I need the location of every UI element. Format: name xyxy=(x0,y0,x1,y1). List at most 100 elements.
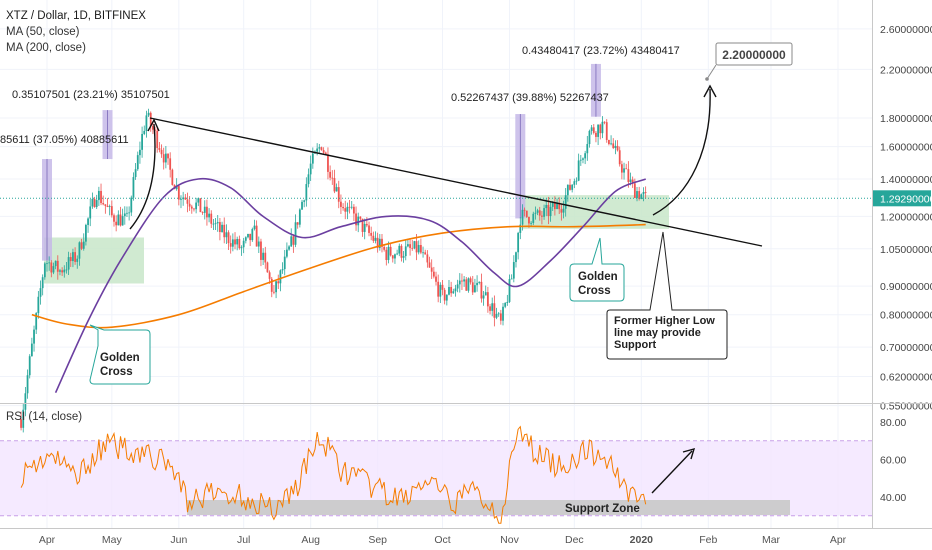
y-tick-label: 0.62000000 xyxy=(880,372,932,384)
candle-body xyxy=(582,158,584,160)
candle-body xyxy=(52,266,55,273)
candle-body xyxy=(631,179,634,184)
candle-body xyxy=(484,292,487,296)
candle-body xyxy=(342,206,344,209)
ma200-legend[interactable]: MA (200, close) xyxy=(6,42,86,54)
candle-body xyxy=(329,171,332,178)
candle-body xyxy=(532,213,535,223)
candle-body xyxy=(216,222,219,224)
candle-body xyxy=(404,246,407,257)
candle-body xyxy=(186,199,189,204)
candle-body xyxy=(493,303,496,318)
candle-body xyxy=(638,191,641,199)
candle-body xyxy=(184,197,187,200)
candle-body xyxy=(413,241,416,249)
y-tick-label: 0.80000000 xyxy=(880,310,932,322)
y-tick-label: 1.05000000 xyxy=(880,244,932,256)
candle-body xyxy=(415,241,418,253)
candle-body xyxy=(143,130,146,134)
candle-body xyxy=(160,149,163,155)
candle-body xyxy=(106,205,109,207)
candle-body xyxy=(597,124,600,137)
candle-body xyxy=(126,212,128,214)
candle-body xyxy=(458,280,461,285)
y-tick-label: 0.55000000 xyxy=(880,401,932,413)
candle-body xyxy=(482,295,485,299)
candle-body xyxy=(612,143,615,148)
candle-body xyxy=(372,235,375,241)
candle-body xyxy=(132,177,135,198)
candle-body xyxy=(506,301,509,303)
candle-body xyxy=(443,289,446,301)
x-tick-label: Dec xyxy=(565,534,584,546)
candle-body xyxy=(601,121,604,134)
candle-body xyxy=(311,153,314,164)
target-box xyxy=(715,42,793,66)
candle-body xyxy=(629,179,632,182)
candle-body xyxy=(188,203,191,207)
candle-body xyxy=(151,126,154,130)
candle-body xyxy=(76,258,79,262)
candle-body xyxy=(465,279,468,291)
golden-cross-text: Cross xyxy=(100,366,133,378)
candle-body xyxy=(43,263,46,278)
candle-body xyxy=(357,216,360,226)
candle-body xyxy=(391,255,394,259)
x-tick-label: Aug xyxy=(301,534,320,546)
candle-body xyxy=(318,147,321,149)
candle-body xyxy=(499,313,502,321)
candle-body xyxy=(346,206,349,212)
golden-cross-text: Golden xyxy=(100,352,140,364)
candle-body xyxy=(210,213,213,224)
candle-body xyxy=(432,271,435,277)
curved-arrow-left xyxy=(129,123,156,230)
candle-body xyxy=(461,280,463,282)
candle-body xyxy=(363,223,366,232)
candle-body xyxy=(123,213,126,217)
candle-body xyxy=(385,249,388,261)
candle-body xyxy=(337,187,340,202)
candle-body xyxy=(437,281,440,297)
candle-body xyxy=(350,206,353,208)
candle-body xyxy=(586,144,589,154)
candle-body xyxy=(411,247,414,249)
candle-body xyxy=(333,178,336,192)
golden-cross-callout-1 xyxy=(89,324,151,385)
candle-body xyxy=(450,287,453,294)
candle-body xyxy=(394,254,396,259)
candle-body xyxy=(236,238,239,245)
candle-body xyxy=(242,240,245,248)
candle-body xyxy=(294,222,297,245)
y-tick-label: 1.60000000 xyxy=(880,142,932,154)
ma50-legend[interactable]: MA (50, close) xyxy=(6,26,80,38)
candle-body xyxy=(463,279,466,282)
candle-body xyxy=(85,224,87,242)
symbol-title[interactable]: XTZ / Dollar, 1D, BITFINEX xyxy=(6,10,146,22)
candle-body xyxy=(577,160,580,181)
candle-body xyxy=(270,278,273,292)
candle-body xyxy=(30,343,33,357)
candle-body xyxy=(253,225,256,230)
candle-body xyxy=(273,291,275,293)
candle-body xyxy=(175,186,178,190)
candle-body xyxy=(530,222,533,224)
rsi-legend[interactable]: RSI (14, close) xyxy=(6,411,82,423)
arrowhead-right xyxy=(703,84,717,98)
candle-body xyxy=(569,184,571,190)
candle-body xyxy=(227,232,230,244)
candle-body xyxy=(454,288,457,292)
candle-body xyxy=(305,184,308,201)
candle-body xyxy=(495,313,498,318)
candle-body xyxy=(197,198,200,203)
candle-body xyxy=(119,214,122,226)
candle-body xyxy=(108,206,111,207)
candle-body xyxy=(298,209,301,225)
golden-cross-text: Golden xyxy=(578,271,618,283)
candle-body xyxy=(467,278,470,291)
candle-body xyxy=(147,112,150,116)
candle-body xyxy=(285,249,288,257)
candle-body xyxy=(234,239,236,245)
candle-body xyxy=(59,270,61,272)
